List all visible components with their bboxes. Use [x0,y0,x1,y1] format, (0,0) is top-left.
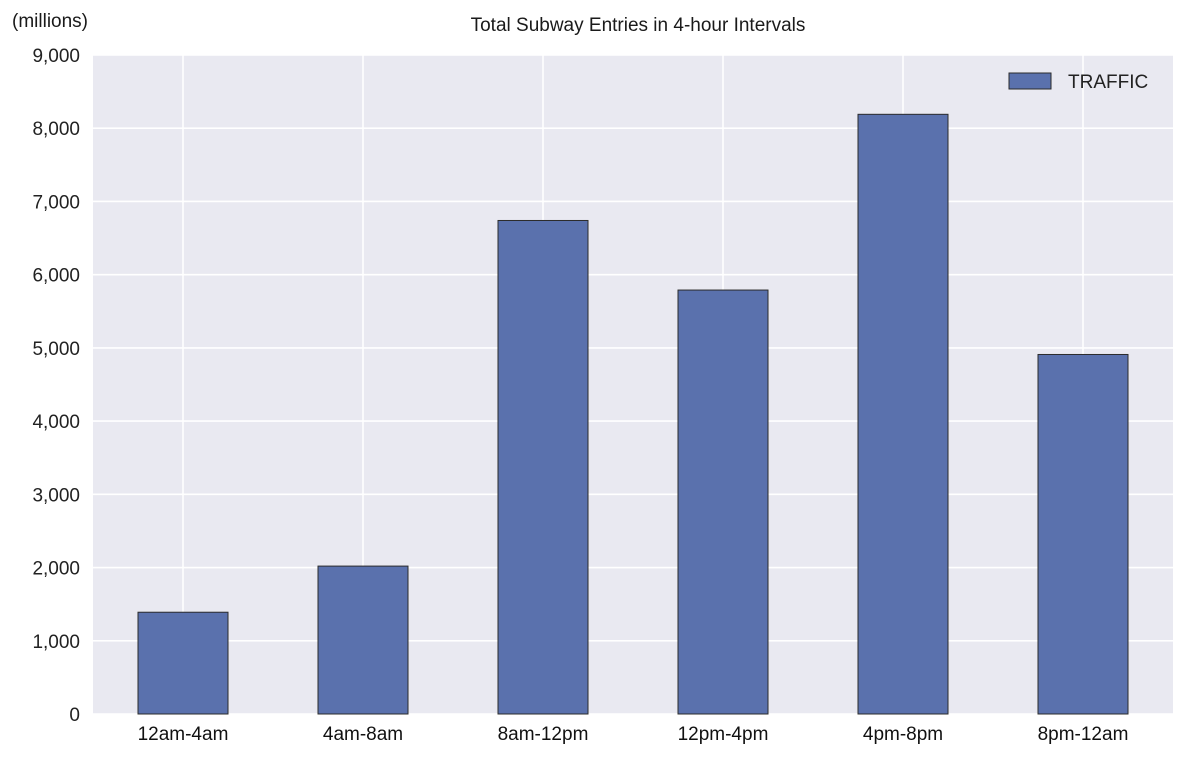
legend-label: TRAFFIC [1068,72,1148,93]
y-tick-label: 6,000 [32,266,80,287]
plot-background [93,55,1173,714]
chart-title: Total Subway Entries in 4-hour Intervals [471,15,806,36]
x-tick-label: 4pm-8pm [863,724,943,745]
plot-area: 0 1,000 2,000 3,000 4,000 5,000 6,000 7,000 8,00… [32,46,1173,745]
x-tick-label: 8pm-12am [1038,724,1129,745]
bar-12pm-4pm [677,289,769,715]
x-tick-label: 12pm-4pm [678,724,769,745]
y-tick-label: 0 [69,705,80,726]
x-tick-label: 12am-4am [138,724,229,745]
bar-12am-4am [137,611,229,715]
y-tick-label: 2,000 [32,559,80,580]
y-tick-label: 7,000 [32,192,80,213]
x-tick-label: 4am-8am [323,724,403,745]
y-tick-label: 5,000 [32,339,80,360]
bar-4am-8am [317,565,409,715]
y-unit-label: (millions) [12,11,88,32]
bar-8am-12pm [497,219,589,715]
y-tick-label: 1,000 [32,632,80,653]
y-tick-label: 4,000 [32,412,80,433]
bar-8pm-12am [1037,353,1129,715]
legend-swatch [1008,72,1052,90]
y-tick-label: 3,000 [32,485,80,506]
y-tick-label: 8,000 [32,119,80,140]
bar-4pm-8pm [857,113,949,715]
x-tick-label: 8am-12pm [498,724,589,745]
y-tick-label: 9,000 [32,46,80,67]
